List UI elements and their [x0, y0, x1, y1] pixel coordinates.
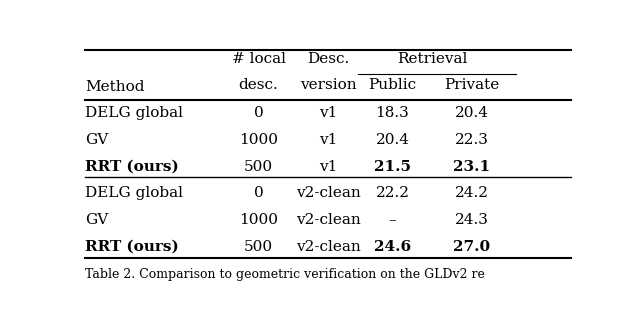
- Text: 500: 500: [244, 240, 273, 254]
- Text: RRT (ours): RRT (ours): [85, 160, 179, 173]
- Text: v2-clean: v2-clean: [296, 213, 360, 227]
- Text: Desc.: Desc.: [307, 52, 349, 67]
- Text: Public: Public: [369, 78, 417, 92]
- Text: Retrieval: Retrieval: [397, 52, 467, 67]
- Text: version: version: [300, 78, 356, 92]
- Text: v2-clean: v2-clean: [296, 240, 360, 254]
- Text: 1000: 1000: [239, 213, 278, 227]
- Text: 27.0: 27.0: [453, 240, 490, 254]
- Text: 21.5: 21.5: [374, 160, 411, 173]
- Text: DELG global: DELG global: [85, 186, 183, 200]
- Text: desc.: desc.: [239, 78, 278, 92]
- Text: 20.4: 20.4: [455, 106, 489, 120]
- Text: 24.6: 24.6: [374, 240, 411, 254]
- Text: 1000: 1000: [239, 133, 278, 147]
- Text: v1: v1: [319, 106, 337, 120]
- Text: Table 2. Comparison to geometric verification on the GLDv2 re: Table 2. Comparison to geometric verific…: [85, 268, 485, 281]
- Text: v1: v1: [319, 133, 337, 147]
- Text: 24.2: 24.2: [455, 186, 489, 200]
- Text: # local: # local: [232, 52, 285, 67]
- Text: 18.3: 18.3: [376, 106, 410, 120]
- Text: –: –: [388, 213, 396, 227]
- Text: 22.3: 22.3: [455, 133, 489, 147]
- Text: GV: GV: [85, 133, 108, 147]
- Text: 22.2: 22.2: [376, 186, 410, 200]
- Text: v2-clean: v2-clean: [296, 186, 360, 200]
- Text: GV: GV: [85, 213, 108, 227]
- Text: RRT (ours): RRT (ours): [85, 240, 179, 254]
- Text: 500: 500: [244, 160, 273, 173]
- Text: 23.1: 23.1: [453, 160, 490, 173]
- Text: Private: Private: [444, 78, 499, 92]
- Text: v1: v1: [319, 160, 337, 173]
- Text: 20.4: 20.4: [376, 133, 410, 147]
- Text: 0: 0: [253, 186, 264, 200]
- Text: 0: 0: [253, 106, 264, 120]
- Text: Method: Method: [85, 80, 145, 94]
- Text: DELG global: DELG global: [85, 106, 183, 120]
- Text: 24.3: 24.3: [455, 213, 489, 227]
